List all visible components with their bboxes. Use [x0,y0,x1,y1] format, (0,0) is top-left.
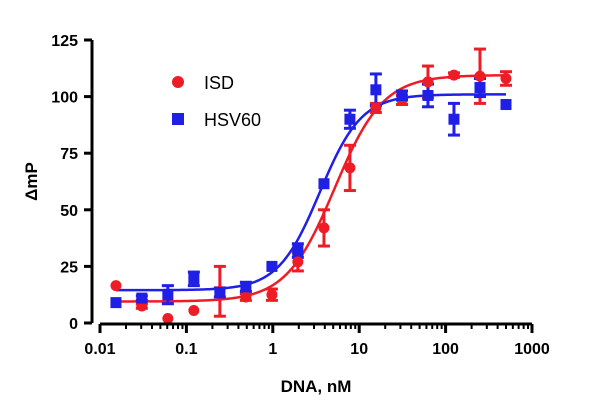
legend-label-isd: ISD [204,73,234,93]
legend-marker-isd [172,76,184,88]
data-point-hsv60 [292,245,304,257]
data-point-hsv60 [396,89,408,101]
data-point-hsv60 [136,292,148,304]
legend-label-hsv60: HSV60 [204,110,261,130]
y-tick-label: 125 [51,33,78,50]
x-tick-label: 1000 [514,341,550,358]
data-point-isd [318,222,330,234]
data-point-hsv60 [162,289,174,301]
fit-curves [115,74,506,303]
data-point-isd [500,72,512,84]
data-point-isd [266,289,278,301]
axes: 0 25 50 75 100 125 0.01 0.1 1 10 100 1000 [51,33,550,358]
x-tick-label: 1 [268,341,277,358]
x-tick-label: 100 [432,341,459,358]
y-tick-label: 0 [69,316,78,333]
y-axis-title: ΔmP [22,162,41,201]
legend: ISD HSV60 [172,73,261,130]
y-tick-label: 75 [60,146,78,163]
y-tick-label: 25 [60,259,78,276]
data-point-hsv60 [110,297,122,309]
data-point-hsv60 [448,113,460,125]
data-point-isd [240,291,252,303]
x-tick-label: 10 [350,341,368,358]
legend-marker-hsv60 [172,113,184,125]
data-markers [110,69,512,324]
data-point-isd [422,76,434,88]
data-point-isd [110,280,122,292]
fit-curve-isd [115,74,506,303]
data-point-hsv60 [214,286,226,298]
x-tick-label: 0.1 [175,341,197,358]
data-point-hsv60 [188,273,200,285]
data-point-hsv60 [422,89,434,101]
x-axis-title: DNA, nM [281,377,352,396]
data-point-isd [370,102,382,114]
data-point-hsv60 [500,99,512,111]
y-tick-label: 50 [60,203,78,220]
data-point-hsv60 [240,281,252,293]
data-point-isd [162,312,174,324]
data-point-isd [474,70,486,82]
data-point-hsv60 [266,260,278,272]
data-point-isd [448,69,460,81]
data-point-hsv60 [370,84,382,96]
data-point-isd [344,162,356,174]
data-point-isd [188,305,200,317]
data-point-isd [292,256,304,268]
fit-curve-hsv60 [115,93,506,292]
data-point-hsv60 [318,178,330,190]
data-point-hsv60 [474,82,486,94]
x-tick-label: 0.01 [84,341,115,358]
y-tick-label: 100 [51,90,78,107]
data-point-hsv60 [344,113,356,125]
